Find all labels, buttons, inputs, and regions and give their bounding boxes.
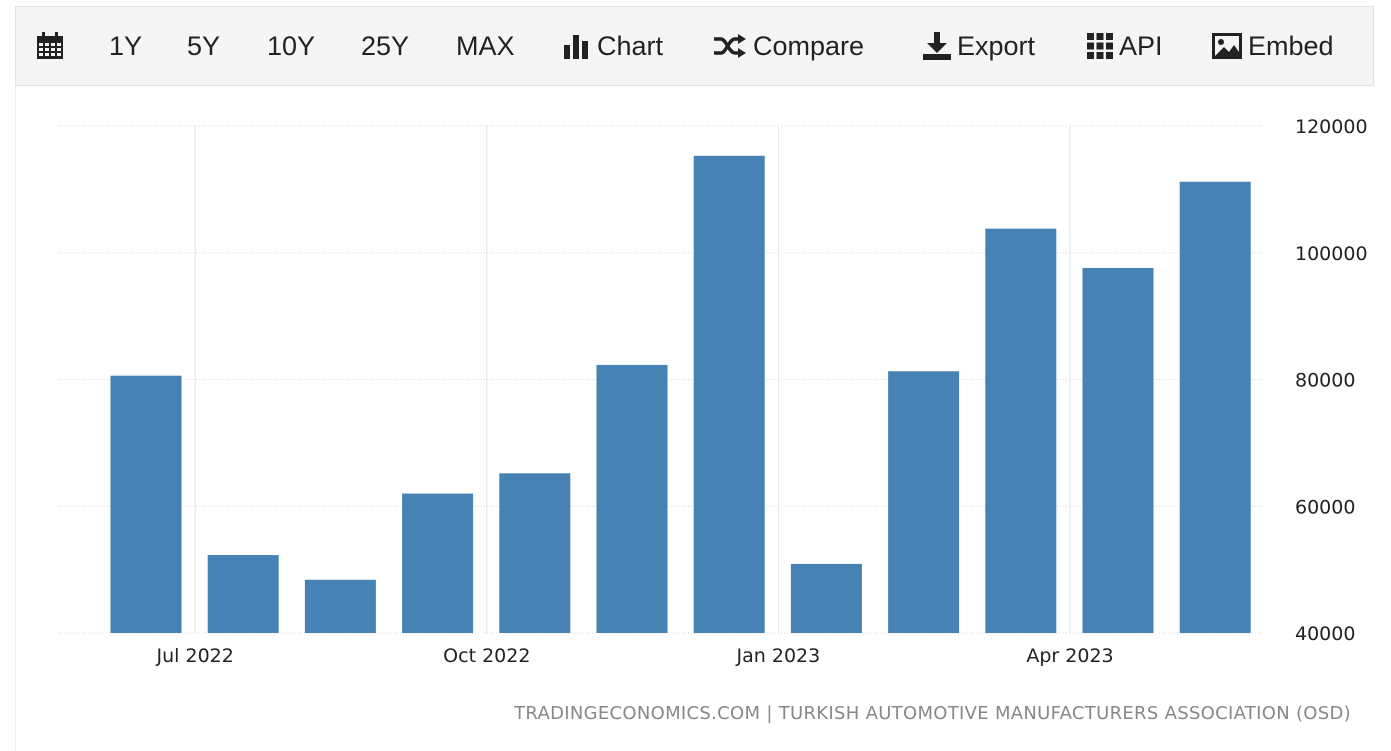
source-credit: TRADINGECONOMICS.COM | TURKISH AUTOMOTIV… [514,703,1351,724]
embed-button[interactable]: Embed [1212,7,1334,85]
bar-mar-2023[interactable] [985,228,1057,634]
calendar-button[interactable] [36,7,70,85]
bar-jul-2022[interactable] [207,555,279,633]
range-5y-button[interactable]: 5Y [187,30,221,61]
embed-button-label: Embed [1248,30,1334,61]
x-tick-label: Jan 2023 [736,645,821,667]
x-tick-label: Jul 2022 [156,645,234,667]
compare-button-label: Compare [753,30,865,61]
bar-chart-icon [563,33,591,59]
bar-aug-2022[interactable] [304,579,376,633]
calendar-icon [36,32,64,60]
range-25y-button[interactable]: 25Y [361,30,410,61]
x-axis-labels: Jul 2022 Oct 2022 Jan 2023 Apr 2023 [156,645,1114,667]
api-button-label: API [1119,30,1163,61]
y-tick-label: 60000 [1295,496,1355,518]
range-max-button[interactable]: MAX [456,30,515,61]
bar-may-2023[interactable] [1179,181,1251,633]
bar-feb-2023[interactable] [888,371,960,633]
bar-jan-2023[interactable] [790,563,862,633]
range-1y-button[interactable]: 1Y [109,30,143,61]
range-10y-button[interactable]: 10Y [267,30,316,61]
api-button[interactable]: API [1087,7,1163,85]
x-tick-label: Apr 2023 [1026,645,1113,667]
compare-button[interactable]: Compare [713,7,864,85]
export-button[interactable]: Export [923,7,1035,85]
chart-button[interactable]: Chart [563,7,663,85]
bar-apr-2023[interactable] [1082,267,1154,633]
chart-bars [110,155,1251,634]
bar-dec-2022[interactable] [693,155,765,633]
bar-nov-2022[interactable] [596,364,668,633]
bar-chart: 120000 100000 80000 60000 40000 Jul 2022 Oct … [58,116,1368,667]
bar-oct-2022[interactable] [499,473,571,633]
y-tick-label: 80000 [1295,370,1355,392]
y-tick-label: 40000 [1295,623,1355,645]
download-icon [923,32,951,60]
bar-sep-2022[interactable] [402,493,474,633]
bar-jun-2022[interactable] [110,375,182,633]
chart-button-label: Chart [597,30,664,61]
panel-border [15,86,16,751]
grid-icon [1087,33,1113,59]
y-axis-labels: 120000 100000 80000 60000 40000 [1295,116,1368,645]
x-tick-label: Oct 2022 [443,645,530,667]
y-tick-label: 100000 [1295,243,1368,265]
shuffle-icon [713,34,747,58]
chart-toolbar: 1Y 5Y 10Y 25Y MAX Chart Compare [15,6,1374,86]
y-tick-label: 120000 [1295,116,1368,138]
image-icon [1212,33,1242,59]
chart-grid [58,125,1263,634]
export-button-label: Export [957,30,1036,61]
